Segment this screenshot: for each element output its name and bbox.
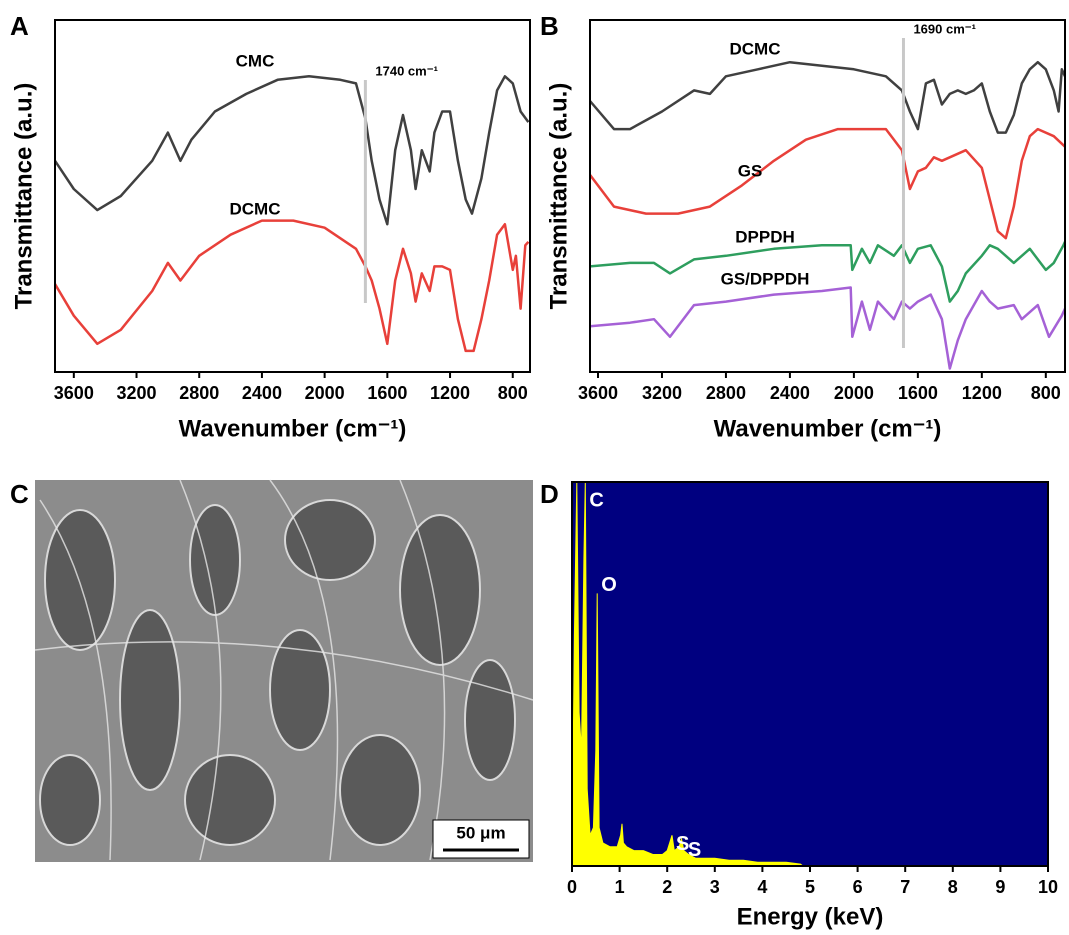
spectrum-line — [590, 286, 1065, 370]
series-label: GS/DPPDH — [721, 269, 810, 288]
plot-frame — [589, 19, 1066, 373]
plot-frame — [54, 19, 531, 373]
x-tick-label: 3 — [710, 877, 720, 897]
x-tick-label: 5 — [805, 877, 815, 897]
x-tick-label: 6 — [853, 877, 863, 897]
x-tick-label: 9 — [995, 877, 1005, 897]
plot — [590, 60, 1065, 370]
spectrum-line — [55, 219, 530, 353]
spectrum-line — [590, 127, 1065, 240]
x-axis-label: Energy (keV) — [737, 903, 884, 930]
spectrum-line — [590, 60, 1065, 134]
peak-label: C — [589, 489, 603, 511]
x-tick-label: 800 — [498, 383, 528, 403]
x-tick-label: 2000 — [305, 383, 345, 403]
series-label: DCMC — [730, 39, 781, 58]
plot — [55, 75, 530, 353]
reference-label: 1740 cm⁻¹ — [375, 63, 438, 78]
x-tick-label: 2400 — [242, 383, 282, 403]
spectrum-line — [55, 75, 530, 226]
x-tick-label: 10 — [1038, 877, 1058, 897]
peak-label: O — [601, 574, 617, 596]
x-axis-label: Wavenumber (cm⁻¹) — [714, 415, 942, 442]
x-tick-label: 1200 — [962, 383, 1002, 403]
panel-letter: D — [540, 479, 559, 509]
x-axis-label: Wavenumber (cm⁻¹) — [179, 415, 407, 442]
x-tick-label: 2400 — [770, 383, 810, 403]
x-tick-label: 3200 — [116, 383, 156, 403]
panel-letter: B — [540, 11, 559, 41]
x-tick-label: 2800 — [179, 383, 219, 403]
scale-bar-label: 50 μm — [456, 823, 505, 842]
x-tick-label: 8 — [948, 877, 958, 897]
peak-label: S — [688, 839, 701, 861]
reference-label: 1690 cm⁻¹ — [913, 21, 976, 36]
sem-image: 50 μm C — [10, 479, 534, 862]
x-tick-label: 0 — [567, 877, 577, 897]
x-tick-label: 3600 — [54, 383, 94, 403]
x-tick-label: 1600 — [367, 383, 407, 403]
scale-bar-box — [432, 819, 530, 859]
x-tick-label: 1600 — [898, 383, 938, 403]
plot — [572, 482, 804, 866]
panel-letter: A — [10, 11, 29, 41]
y-axis-label: Transmittance (a.u.) — [545, 83, 572, 310]
x-tick-label: 800 — [1031, 383, 1061, 403]
x-tick-label: 3600 — [578, 383, 618, 403]
y-axis-label: Transmittance (a.u.) — [10, 83, 37, 310]
sem-pores — [39, 499, 516, 846]
x-tick-label: 7 — [900, 877, 910, 897]
x-tick-label: 2800 — [706, 383, 746, 403]
plot-background — [572, 482, 1048, 866]
series-label: DPPDH — [735, 227, 795, 246]
spectrum-area — [572, 482, 804, 866]
x-tick-label: 1 — [615, 877, 625, 897]
x-tick-label: 2 — [662, 877, 672, 897]
x-tick-label: 4 — [757, 877, 767, 897]
peak-label: S — [676, 833, 689, 855]
x-tick-label: 3200 — [642, 383, 682, 403]
series-label: CMC — [236, 51, 275, 70]
sem-walls — [34, 479, 534, 861]
series-label: DCMC — [230, 199, 281, 218]
panel-letter: C — [10, 479, 29, 509]
spectrum-line — [590, 241, 1065, 303]
series-label: GS — [738, 161, 763, 180]
x-tick-label: 2000 — [834, 383, 874, 403]
x-tick-label: 1200 — [430, 383, 470, 403]
